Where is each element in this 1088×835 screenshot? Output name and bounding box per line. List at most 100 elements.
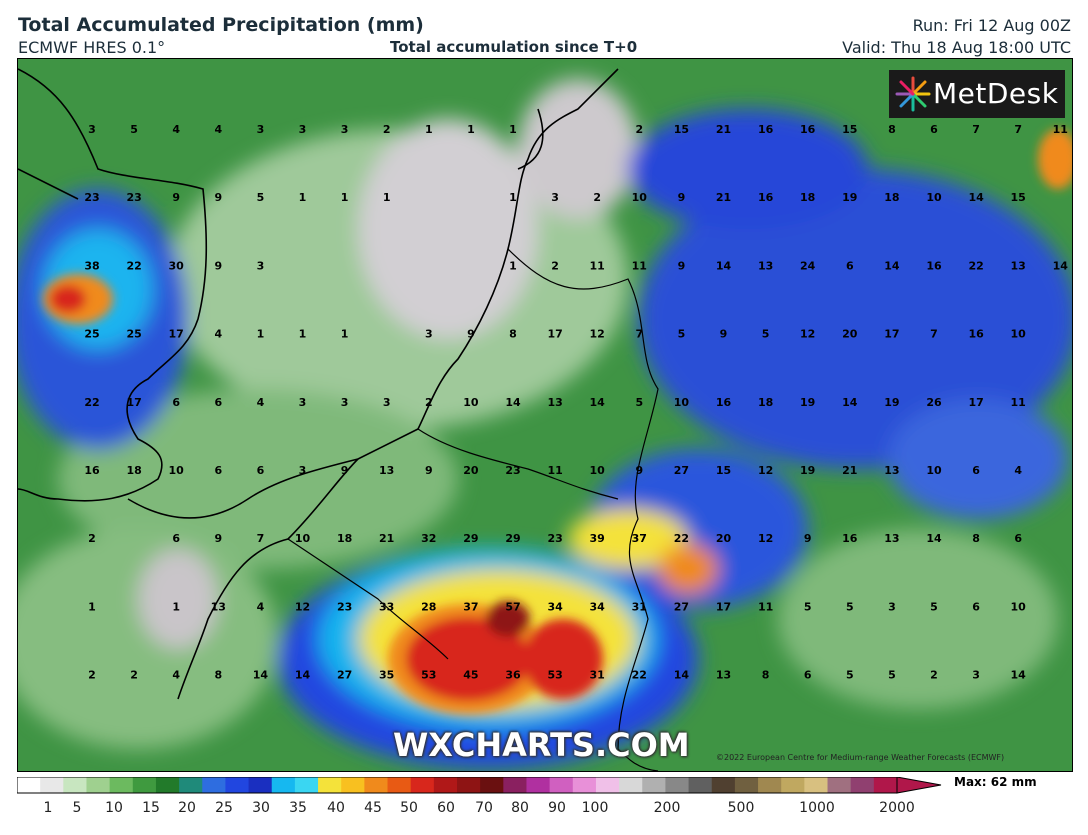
- grid-value: 20: [716, 532, 732, 545]
- grid-value: 4: [172, 669, 180, 682]
- grid-value: 9: [678, 259, 686, 272]
- grid-value: 8: [214, 669, 222, 682]
- grid-value: 10: [463, 396, 479, 409]
- grid-value: 13: [1011, 259, 1026, 272]
- legend-tick-label: 500: [727, 800, 755, 816]
- legend-tick-label: 45: [364, 800, 382, 816]
- colorbar-cell: [364, 777, 389, 793]
- colorbar-cell: [225, 777, 250, 793]
- legend-tick-label: 1000: [799, 800, 835, 816]
- grid-value: 5: [930, 600, 938, 613]
- grid-value: 36: [505, 669, 521, 682]
- legend-tick-label: 30: [252, 800, 270, 816]
- grid-value: 9: [425, 464, 433, 477]
- grid-value: 34: [547, 600, 563, 613]
- colorbar-cell: [17, 777, 41, 793]
- grid-value: 38: [84, 259, 99, 272]
- grid-value: 7: [1014, 123, 1022, 136]
- grid-value: 22: [674, 532, 689, 545]
- grid-value: 31: [590, 669, 605, 682]
- watermark: WXCHARTS.COM: [393, 726, 690, 764]
- grid-value: 4: [1014, 464, 1022, 477]
- legend-tick-label: 35: [289, 800, 307, 816]
- colorbar-cell: [457, 777, 481, 793]
- grid-value: 4: [214, 328, 222, 341]
- grid-value: 10: [1011, 600, 1027, 613]
- grid-value: 12: [800, 328, 815, 341]
- grid-value: 18: [758, 396, 773, 409]
- grid-value: 13: [547, 396, 562, 409]
- grid-value: 8: [972, 532, 980, 545]
- grid-value: 45: [463, 669, 478, 682]
- colorbar-cell: [549, 777, 574, 793]
- grid-value: 29: [505, 532, 520, 545]
- grid-value: 1: [425, 123, 433, 136]
- grid-value: 6: [972, 600, 980, 613]
- grid-value: 4: [257, 396, 265, 409]
- grid-value: 14: [968, 191, 984, 204]
- grid-value: 3: [972, 669, 980, 682]
- grid-value: 13: [884, 464, 899, 477]
- grid-value: 6: [172, 396, 180, 409]
- legend-tick-label: 25: [215, 800, 233, 816]
- colorbar-cell: [642, 777, 666, 793]
- colorbar-cell: [433, 777, 458, 793]
- grid-value: 3: [88, 123, 96, 136]
- grid-value: 5: [804, 600, 812, 613]
- grid-value: 23: [126, 191, 141, 204]
- colorbar-cell: [271, 777, 296, 793]
- legend-tick-label: 15: [142, 800, 160, 816]
- grid-value: 9: [635, 464, 643, 477]
- grid-value: 14: [1011, 669, 1027, 682]
- grid-value: 14: [926, 532, 942, 545]
- chart-title: Total Accumulated Precipitation (mm): [18, 14, 424, 36]
- grid-value: 17: [169, 328, 184, 341]
- colorbar-cell: [503, 777, 527, 793]
- grid-value: 2: [383, 123, 391, 136]
- grid-value: 12: [590, 328, 605, 341]
- grid-value: 19: [800, 464, 815, 477]
- grid-value: 37: [463, 600, 478, 613]
- legend-max-label: Max: 62 mm: [954, 775, 1037, 789]
- grid-value: 18: [884, 191, 899, 204]
- grid-value: 5: [257, 191, 265, 204]
- grid-value: 25: [126, 328, 141, 341]
- colorbar-cell: [109, 777, 134, 793]
- grid-value: 6: [172, 532, 180, 545]
- grid-value: 13: [716, 669, 731, 682]
- grid-value: 1: [467, 123, 475, 136]
- grid-value: 9: [720, 328, 728, 341]
- grid-value: 17: [968, 396, 983, 409]
- grid-value: 14: [716, 259, 732, 272]
- grid-value: 9: [678, 191, 686, 204]
- legend-tick-label: 200: [653, 800, 681, 816]
- grid-value: 2: [88, 532, 96, 545]
- grid-value: 17: [126, 396, 141, 409]
- grid-value: 3: [383, 396, 391, 409]
- colorbar-cell: [341, 777, 365, 793]
- grid-value: 1: [509, 259, 517, 272]
- grid-value: 26: [926, 396, 942, 409]
- grid-value: 9: [467, 328, 475, 341]
- grid-value: 35: [379, 669, 394, 682]
- legend-tick-label: 10: [105, 800, 123, 816]
- grid-value: 15: [716, 464, 731, 477]
- grid-value: 5: [678, 328, 686, 341]
- colorbar-cell: [410, 777, 435, 793]
- grid-value: 1: [509, 191, 517, 204]
- grid-value: 33: [379, 600, 394, 613]
- grid-value: 5: [846, 669, 854, 682]
- colorbar-cell: [480, 777, 504, 793]
- grid-value: 10: [1011, 328, 1027, 341]
- grid-value: 32: [421, 532, 436, 545]
- colorbar-cell: [63, 777, 87, 793]
- grid-value: 20: [463, 464, 479, 477]
- colorbar-cell: [132, 777, 157, 793]
- colorbar-cell: [827, 777, 852, 793]
- grid-value: 11: [547, 464, 562, 477]
- legend-tick-label: 40: [327, 800, 345, 816]
- grid-value: 25: [84, 328, 99, 341]
- grid-value: 15: [842, 123, 857, 136]
